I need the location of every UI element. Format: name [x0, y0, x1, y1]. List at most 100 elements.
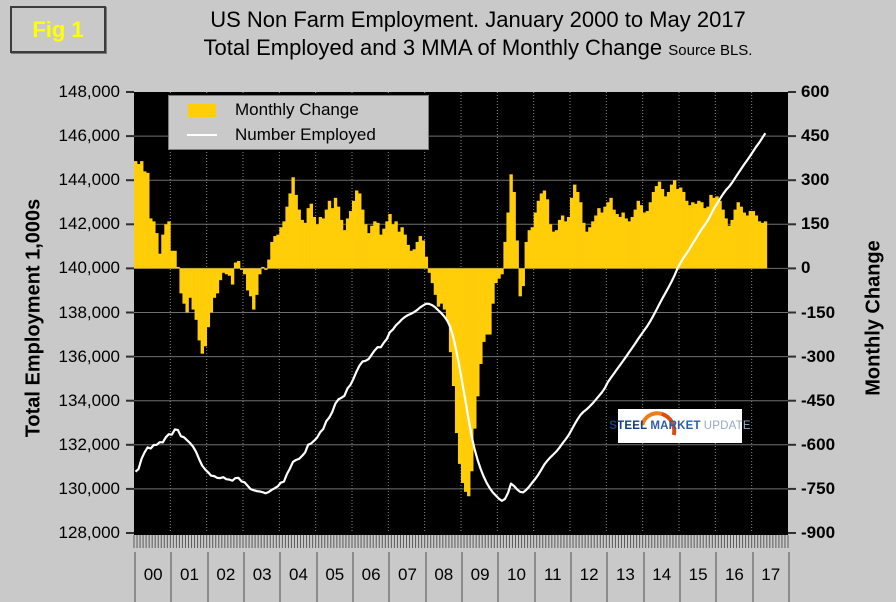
monthly-change-bar	[451, 268, 456, 386]
bar-swatch-icon	[188, 103, 216, 117]
monthly-change-bar	[176, 266, 180, 269]
monthly-change-bar	[421, 240, 426, 269]
monthly-change-bar	[182, 268, 186, 304]
x-axis-year-label: 08	[424, 552, 461, 602]
monthly-change-bar	[230, 268, 235, 285]
monthly-change-bar	[324, 209, 329, 269]
x-axis-year-label: 05	[315, 552, 352, 602]
monthly-change-bar	[321, 218, 326, 269]
monthly-change-bar	[651, 191, 656, 269]
monthly-change-bar	[721, 209, 725, 269]
monthly-change-bar	[361, 209, 365, 269]
monthly-change-bar	[682, 191, 686, 269]
monthly-change-bar	[243, 268, 247, 275]
monthly-change-bar	[221, 268, 226, 273]
monthly-change-bar	[703, 208, 707, 269]
right-axis-tick-label: 0	[801, 258, 811, 278]
x-axis-year-label: 17	[751, 552, 788, 602]
monthly-change-bar	[503, 241, 507, 269]
left-axis-tick-label: 136,000	[58, 346, 120, 366]
monthly-change-bar	[536, 200, 541, 269]
monthly-change-bar	[427, 268, 432, 273]
logo-word-steel: STEEL	[609, 420, 648, 432]
monthly-change-bar	[288, 193, 292, 269]
monthly-change-bar	[509, 174, 513, 269]
monthly-change-bar	[315, 224, 320, 269]
legend: Monthly Change Number Employed	[168, 95, 429, 150]
monthly-change-bar	[264, 268, 268, 270]
monthly-change-bar	[388, 214, 392, 269]
monthly-change-bar	[476, 268, 480, 397]
right-axis-tick-label: -900	[801, 523, 836, 542]
monthly-change-bar	[724, 218, 728, 269]
monthly-change-bar	[367, 233, 371, 269]
monthly-change-bar	[494, 268, 498, 284]
monthly-change-bar	[524, 241, 528, 269]
monthly-change-bar	[694, 203, 698, 269]
x-axis-year-label: 09	[460, 552, 497, 602]
monthly-change-bar	[482, 268, 486, 342]
monthly-change-bar	[294, 194, 298, 269]
monthly-change-bar	[224, 268, 229, 275]
steel-market-update-watermark: STEEL MARKET UPDATE	[609, 404, 751, 456]
left-axis-tick-label: 146,000	[58, 126, 120, 146]
monthly-change-bar	[306, 208, 310, 269]
monthly-change-bar	[754, 215, 759, 269]
monthly-change-bar	[412, 249, 416, 269]
right-axis-tick-label: 600	[801, 82, 830, 101]
monthly-change-bar	[542, 190, 547, 269]
monthly-change-bar	[461, 268, 465, 484]
monthly-change-bar	[691, 202, 695, 269]
monthly-change-bar	[736, 202, 740, 269]
monthly-change-bar	[439, 268, 444, 304]
monthly-change-bar	[730, 219, 734, 269]
monthly-change-bar	[530, 227, 535, 269]
monthly-change-bar	[236, 261, 241, 269]
legend-item-monthly-change: Monthly Change	[169, 99, 428, 121]
monthly-change-bar	[333, 197, 338, 269]
monthly-change-bar	[312, 216, 317, 269]
chart-subtitle: Total Employed and 3 MMA of Monthly Chan…	[203, 35, 753, 60]
monthly-change-bar	[506, 212, 510, 269]
monthly-change-bar	[152, 221, 156, 269]
monthly-change-bar	[370, 225, 374, 269]
left-axis-tick-label: 130,000	[58, 478, 120, 498]
monthly-change-bar	[358, 193, 362, 269]
monthly-change-bar	[557, 219, 562, 269]
monthly-change-bar	[467, 268, 471, 497]
left-axis-tick-label: 148,000	[58, 82, 120, 101]
monthly-change-bar	[255, 268, 259, 295]
monthly-change-bar	[685, 200, 689, 269]
monthly-change-bar	[706, 206, 710, 269]
monthly-change-bar	[424, 256, 429, 269]
monthly-change-bar	[588, 227, 592, 269]
monthly-change-bar	[573, 184, 577, 269]
monthly-change-bar	[648, 202, 653, 269]
monthly-change-bar	[576, 191, 580, 269]
left-axis-tick-label: 134,000	[58, 390, 120, 410]
monthly-change-bar	[252, 268, 256, 310]
monthly-change-bar	[445, 268, 450, 322]
monthly-change-bar	[500, 268, 504, 275]
monthly-change-bar	[403, 234, 407, 269]
monthly-change-bar	[300, 219, 304, 269]
monthly-change-bar	[763, 221, 768, 269]
monthly-change-bar	[491, 268, 495, 304]
monthly-change-bar	[246, 268, 250, 291]
monthly-change-bar	[539, 193, 544, 269]
right-axis-tick-label: -750	[801, 478, 836, 498]
monthly-change-bar	[436, 268, 441, 307]
monthly-change-bar	[143, 171, 147, 269]
monthly-change-bar	[663, 196, 668, 269]
legend-label-bar: Monthly Change	[235, 100, 359, 119]
monthly-change-bar	[391, 224, 395, 269]
monthly-change-bar	[679, 187, 683, 269]
monthly-change-bar	[137, 164, 141, 269]
legend-item-number-employed: Number Employed	[169, 124, 428, 146]
right-axis-tick-label: 300	[801, 170, 830, 190]
monthly-change-bar	[185, 268, 189, 313]
monthly-change-bar	[146, 172, 150, 269]
monthly-change-bar	[603, 206, 607, 269]
